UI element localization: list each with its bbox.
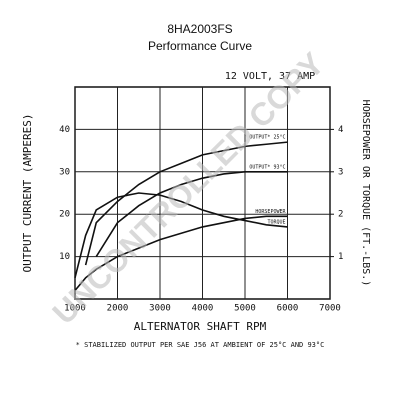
x-tick-label: 3000	[149, 304, 171, 314]
series-label: HORSEPOWER	[255, 209, 286, 215]
y-axis-label: OUTPUT CURRENT (AMPERES)	[21, 114, 34, 273]
chart-title: 8HA2003FS	[167, 22, 232, 36]
y2-tick-label: 3	[338, 167, 343, 177]
x-tick-label: 5000	[234, 304, 256, 314]
series-label: OUTPUT* 25°C	[249, 135, 285, 141]
x-tick-label: 1000	[64, 304, 86, 314]
y2-tick-label: 1	[338, 252, 343, 262]
series-line	[74, 215, 288, 292]
series-line	[74, 192, 288, 278]
series-line	[84, 141, 288, 266]
x-tick-label: 4000	[192, 304, 214, 314]
annotation: 12 VOLT, 37 AMP	[225, 71, 315, 82]
y-tick-label: 20	[59, 210, 70, 220]
y-tick-label: 30	[59, 167, 70, 177]
x-tick-label: 6000	[277, 304, 299, 314]
y2-tick-label: 4	[338, 125, 343, 135]
x-axis-label: ALTERNATOR SHAFT RPM	[134, 320, 267, 333]
x-tick-label: 7000	[319, 304, 341, 314]
series-label: TORQUE	[267, 219, 285, 225]
y2-axis-label: HORSEPOWER OR TORQUE (FT.-LBS.)	[360, 100, 371, 287]
footnote: * STABILIZED OUTPUT PER SAE J56 AT AMBIE…	[76, 341, 325, 349]
y2-tick-label: 2	[338, 210, 343, 220]
chart-subtitle: Performance Curve	[148, 39, 252, 53]
watermark: UNCONTROLLED COPY	[45, 45, 331, 331]
series-line	[95, 171, 288, 258]
x-tick-label: 2000	[107, 304, 129, 314]
y-tick-label: 10	[59, 252, 70, 262]
series-label: OUTPUT* 93°C	[249, 164, 285, 170]
y-tick-label: 40	[59, 125, 70, 135]
